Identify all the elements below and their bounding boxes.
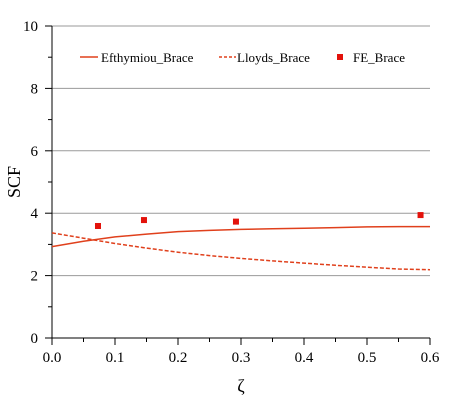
x-tick-label: 0.2 — [169, 350, 188, 366]
x-tick-label: 0.0 — [43, 350, 62, 366]
x-tick-label: 0.5 — [358, 350, 377, 366]
y-tick-label: 0 — [31, 331, 39, 347]
y-tick-label: 2 — [31, 269, 39, 285]
legend-swatch — [337, 54, 343, 60]
y-tick-label: 10 — [23, 19, 38, 35]
data-point-fe-brace — [417, 212, 424, 219]
y-tick-label: 6 — [31, 144, 39, 160]
series-layer — [51, 212, 431, 271]
gridlines — [52, 25, 430, 277]
series-line-lloyds-brace — [51, 232, 431, 271]
data-point-fe-brace — [140, 217, 147, 224]
data-point-fe-brace — [94, 222, 101, 229]
legend-label: FE_Brace — [353, 50, 405, 65]
series-line-efthymiou-brace — [51, 225, 430, 248]
axes — [45, 25, 431, 345]
x-tick-label: 0.6 — [421, 350, 440, 366]
y-axis-title: SCF — [4, 166, 24, 198]
x-tick-labels: 0.0 0.1 0.2 0.3 0.4 0.5 0.6 — [43, 350, 440, 366]
legend-label: Lloyds_Brace — [237, 50, 310, 65]
legend: Efthymiou_Brace Lloyds_Brace FE_Brace — [80, 50, 405, 65]
x-tick-label: 0.3 — [232, 350, 251, 366]
y-tick-label: 4 — [31, 206, 39, 222]
data-point-fe-brace — [232, 218, 239, 225]
y-tick-labels: 0 2 4 6 8 10 — [23, 19, 39, 347]
legend-label: Efthymiou_Brace — [101, 50, 194, 65]
x-tick-label: 0.1 — [106, 350, 125, 366]
x-tick-label: 0.4 — [295, 350, 314, 366]
x-axis-title: ζ — [237, 376, 245, 396]
y-tick-label: 8 — [31, 81, 39, 97]
